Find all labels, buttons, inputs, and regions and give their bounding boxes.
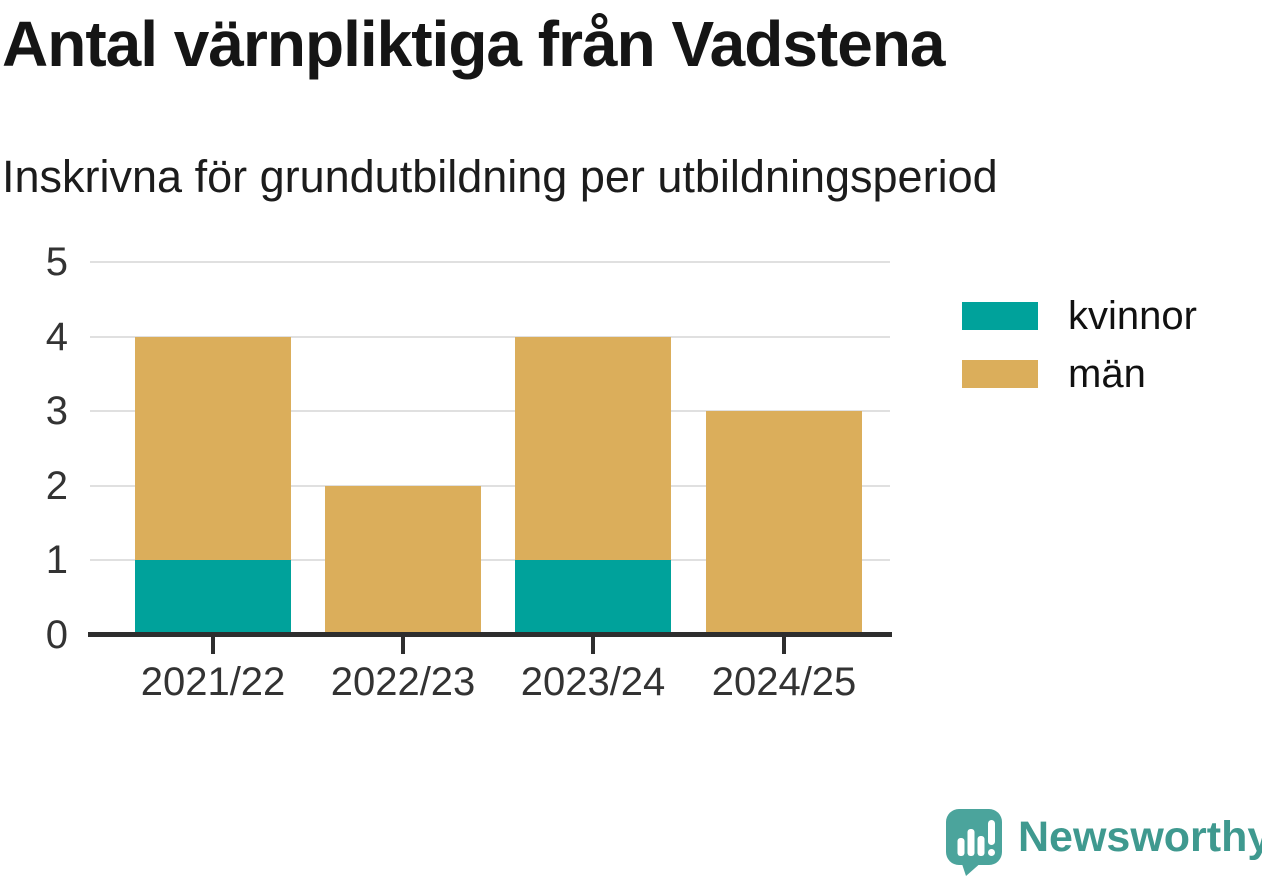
y-tick-label: 2	[45, 463, 68, 508]
newsworthy-logo-text: Newsworthy	[1018, 812, 1262, 861]
bar-segment	[515, 560, 671, 635]
x-tick	[211, 637, 215, 654]
gridline	[90, 559, 890, 562]
page-title: Antal värnpliktiga från Vadstena	[2, 8, 946, 80]
bar-segment	[325, 485, 481, 635]
gridline	[90, 484, 890, 487]
y-tick-label: 1	[45, 538, 68, 583]
x-tick-label: 2021/22	[140, 660, 286, 704]
x-tick-label: 2024/25	[711, 660, 857, 704]
bar-segment	[135, 560, 291, 635]
gridline	[90, 335, 890, 338]
newsworthy-logo-icon	[946, 808, 1002, 876]
bar-segment	[515, 336, 671, 561]
gridline	[90, 410, 890, 413]
gridline	[90, 261, 890, 263]
legend-label: kvinnor	[1068, 294, 1197, 338]
legend-row: kvinnor	[962, 296, 1197, 336]
bar-segment	[135, 336, 291, 561]
x-tick-label: 2023/24	[520, 660, 666, 704]
legend-swatch	[962, 360, 1038, 388]
newsworthy-logo: Newsworthy	[946, 808, 1262, 876]
legend: kvinnor män	[962, 296, 1197, 394]
x-tick-label: 2022/23	[330, 660, 476, 704]
x-axis-line	[88, 632, 892, 637]
x-tick	[591, 637, 595, 654]
page-subtitle: Inskrivna för grundutbildning per utbild…	[2, 151, 998, 202]
x-tick	[782, 637, 786, 654]
legend-label: män	[1068, 352, 1146, 396]
y-tick-label: 3	[45, 389, 68, 434]
legend-row: män	[962, 354, 1197, 394]
y-tick-label: 5	[45, 240, 68, 284]
y-tick-label: 0	[45, 613, 68, 657]
bar-segment	[706, 411, 862, 635]
x-tick	[401, 637, 405, 654]
legend-swatch	[962, 302, 1038, 330]
y-tick-label: 4	[45, 314, 68, 359]
